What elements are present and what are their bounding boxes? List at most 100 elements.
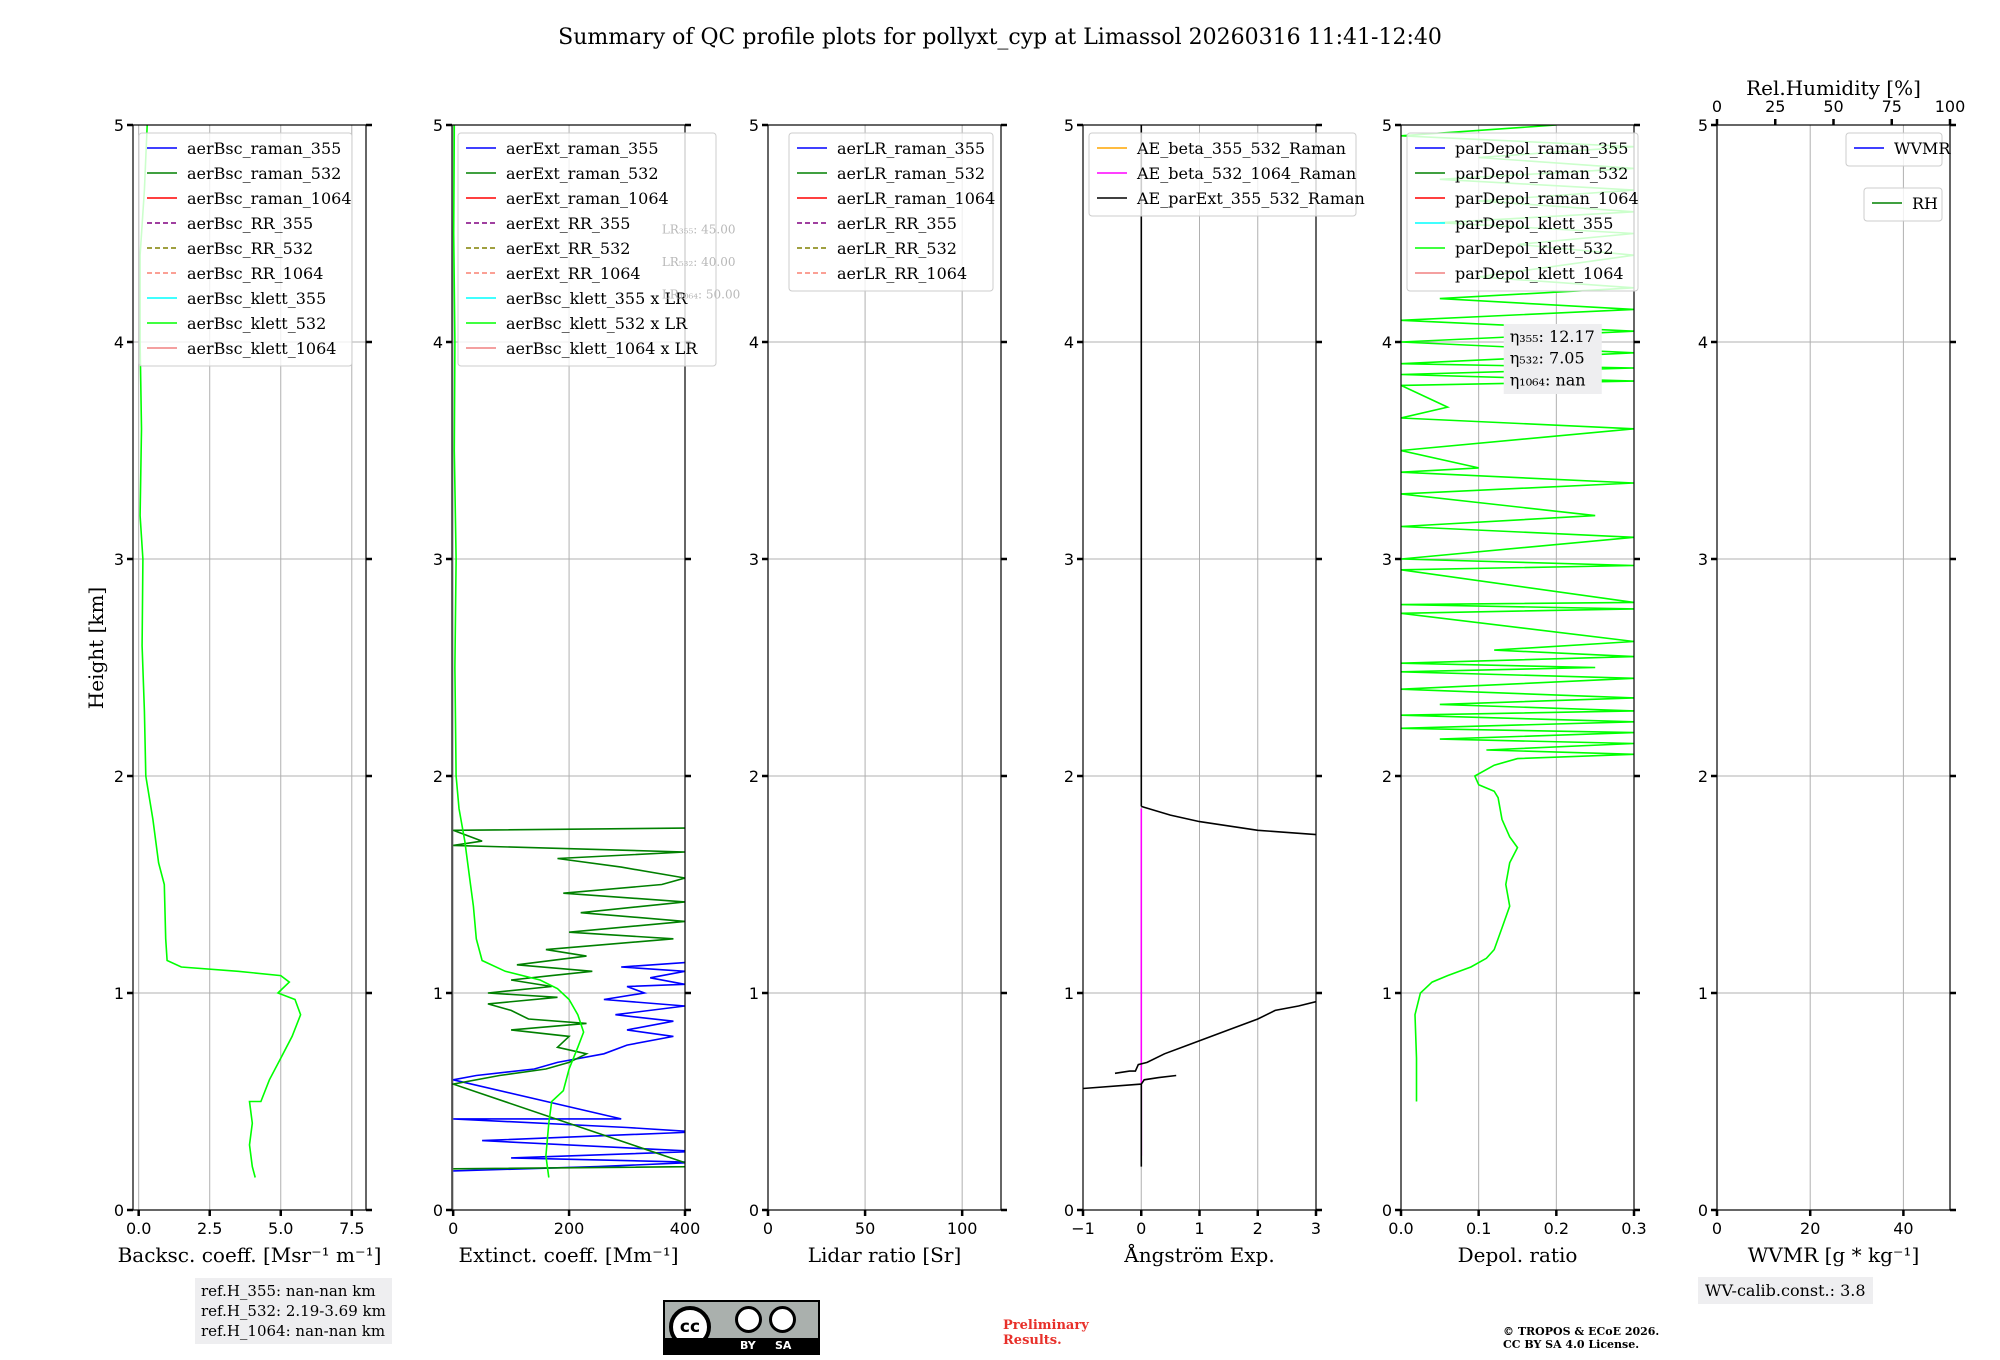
legend-label: WVMR: [1894, 139, 1951, 158]
legend-label: aerLR_raman_532: [837, 164, 985, 183]
legend-label: aerExt_RR_355: [506, 214, 630, 233]
legend-label: aerLR_RR_355: [837, 214, 957, 233]
annotation-text: LR₁₀₆₄: 50.00: [662, 288, 740, 302]
x-tick-label: −1: [1071, 1219, 1095, 1238]
preliminary-line-1: Preliminary: [1003, 1318, 1089, 1333]
panel-wv: 0 20 40 0 1 2 3 4 5 WVMR [g * kg⁻¹] 0 25 50 75 100 Rel.…: [1698, 76, 1965, 1267]
legend-label: aerBsc_RR_532: [187, 239, 313, 258]
y-tick-label: 3: [114, 550, 124, 569]
y-axis-label: Height [km]: [84, 587, 108, 709]
legend-label: aerExt_RR_1064: [506, 264, 641, 283]
y-tick-label: 2: [433, 767, 443, 786]
figure-title: Summary of QC profile plots for pollyxt_…: [558, 25, 1442, 50]
legend-label: parDepol_raman_355: [1455, 139, 1628, 158]
by-person-icon: [735, 1306, 762, 1333]
legend-label: aerBsc_klett_532 x LR: [506, 314, 688, 333]
legend-legend: aerExt_raman_355 aerExt_raman_532 aerExt_r…: [457, 132, 717, 367]
y-tick-label: 1: [1382, 984, 1392, 1003]
x-axis-label: Depol. ratio: [1458, 1243, 1578, 1267]
x-tick-label: 0: [763, 1219, 773, 1238]
top-x-tick-label: 0: [1712, 97, 1722, 116]
x-tick-label: 0.1: [1466, 1219, 1491, 1238]
ref-height-1064: ref.H_1064: nan-nan km: [201, 1322, 386, 1340]
x-tick-label: 50: [855, 1219, 875, 1238]
legend-box: [1088, 132, 1357, 217]
y-tick-label: 2: [114, 767, 124, 786]
x-tick-label: 0: [448, 1219, 458, 1238]
x-tick-label: 200: [554, 1219, 585, 1238]
y-tick-label: 4: [114, 333, 124, 352]
top-x-tick-label: 100: [1935, 97, 1966, 116]
x-axis-label: Ångström Exp.: [1123, 1242, 1274, 1267]
share-alike-icon: [769, 1306, 796, 1333]
x-tick-label: 2: [1253, 1219, 1263, 1238]
ref-height-355: ref.H_355: nan-nan km: [201, 1282, 376, 1300]
reference-height-box: ref.H_355: nan-nan km ref.H_532: 2.19-3.…: [195, 1278, 392, 1344]
preliminary-line-2: Results.: [1003, 1333, 1062, 1348]
x-tick-label: 5.0: [268, 1219, 293, 1238]
y-tick-label: 5: [1064, 116, 1074, 135]
wv-calibration-box: WV-calib.const.: 3.8: [1698, 1277, 1873, 1304]
axes-frame: [767, 124, 1002, 1211]
legend-label: parDepol_klett_355: [1455, 214, 1613, 233]
top-x-tick-label: 50: [1823, 97, 1843, 116]
y-tick-label: 2: [1064, 767, 1074, 786]
y-tick-label: 3: [1064, 550, 1074, 569]
series-line-ae-parext-355-532-raman-b: [1114, 1000, 1316, 1075]
y-tick-label: 0: [433, 1201, 443, 1220]
annotation-group: η₃₅₅: 12.17 η₅₃₂: 7.05 η₁₀₆₄: nan: [1503, 324, 1602, 394]
profile-panels: 0.0 2.5 5.0 7.5 0 1 2 3 4 5 Backsc. coeff. [Msr⁻¹ …: [114, 76, 1965, 1267]
by-label: BY: [740, 1339, 756, 1352]
x-axis-label: Lidar ratio [Sr]: [808, 1243, 962, 1267]
legend-label: aerBsc_klett_1064 x LR: [506, 339, 698, 358]
legend-box: [1406, 132, 1639, 292]
x-tick-label: 0.0: [1388, 1219, 1413, 1238]
x-tick-label: 0.3: [1621, 1219, 1646, 1238]
legend-legend: aerBsc_raman_355 aerBsc_raman_532 aerBsc_r…: [138, 132, 353, 367]
legend-label: AE_beta_532_1064_Raman: [1136, 164, 1356, 183]
axes-frame: [1400, 124, 1635, 1211]
series-line-pardepol-klett-532: [1401, 125, 1634, 1102]
legend-label: aerBsc_raman_532: [187, 164, 341, 183]
y-tick-label: 1: [433, 984, 443, 1003]
series-line-aerbsc-klett-532-x-lr: [452, 125, 585, 1178]
series-line-aerext-raman-532: [452, 827, 685, 1170]
annotation-text: LR₃₅₅: 45.00: [662, 223, 736, 237]
x-axis-label: Extinct. coeff. [Mm⁻¹]: [458, 1243, 678, 1267]
legend-label: aerExt_raman_355: [506, 139, 659, 158]
legend-label: aerExt_raman_1064: [506, 189, 669, 208]
y-tick-label: 2: [1382, 767, 1392, 786]
cc-by-sa-license-badge: cc BY SA: [663, 1300, 820, 1355]
y-tick-label: 4: [433, 333, 443, 352]
legend-label: AE_beta_355_532_Raman: [1136, 139, 1346, 158]
top-x-tick-label: 75: [1882, 97, 1902, 116]
x-tick-label: 40: [1893, 1219, 1913, 1238]
legend-label: aerBsc_RR_1064: [187, 264, 323, 283]
y-tick-label: 5: [433, 116, 443, 135]
legend-legend: parDepol_raman_355 parDepol_raman_532 parD…: [1406, 132, 1639, 292]
legend-label: aerBsc_klett_1064: [187, 339, 336, 358]
y-tick-label: 4: [749, 333, 759, 352]
y-tick-label: 5: [114, 116, 124, 135]
y-tick-label: 2: [1698, 767, 1708, 786]
sa-label: SA: [775, 1339, 792, 1352]
panel-bsc: 0.0 2.5 5.0 7.5 0 1 2 3 4 5 Backsc. coeff. [Msr⁻¹ …: [114, 116, 382, 1267]
annotation-text: η₁₀₆₄: nan: [1510, 370, 1586, 389]
x-tick-label: 0.0: [126, 1219, 151, 1238]
y-tick-label: 1: [749, 984, 759, 1003]
annotation-box: [1503, 324, 1602, 394]
legend-label: parDepol_raman_532: [1455, 164, 1628, 183]
legend-label: RH: [1912, 194, 1938, 213]
x-tick-label: 0: [1712, 1219, 1722, 1238]
legend-box: [138, 132, 353, 367]
x-tick-label: 100: [947, 1219, 978, 1238]
panel-lr: 0 50 100 0 1 2 3 4 5 Lidar ratio [Sr] aerLR_raman_…: [749, 116, 1007, 1267]
y-tick-label: 0: [1064, 1201, 1074, 1220]
legend-label: aerExt_RR_532: [506, 239, 630, 258]
legend-label: aerBsc_klett_355 x LR: [506, 289, 688, 308]
series-line-aerext-raman-355: [453, 961, 685, 1172]
annotation-text: LR₅₃₂: 40.00: [662, 255, 736, 269]
legend-legend2: RH: [1863, 187, 1943, 222]
